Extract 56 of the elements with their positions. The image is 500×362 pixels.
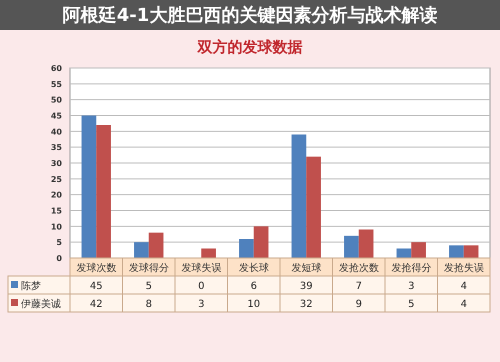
bar bbox=[358, 230, 374, 258]
bar bbox=[148, 232, 164, 258]
data-label: 3 bbox=[408, 281, 414, 292]
bar bbox=[201, 248, 216, 258]
x-tick-label: 发长球 bbox=[238, 262, 269, 274]
bar bbox=[396, 248, 412, 258]
x-tick-label: 发球失误 bbox=[181, 262, 222, 274]
data-label: 7 bbox=[356, 281, 362, 292]
data-label: 4 bbox=[460, 299, 467, 310]
data-label: 4 bbox=[460, 281, 467, 292]
legend-label: 伊藤美诚 bbox=[21, 298, 61, 310]
bar bbox=[464, 245, 478, 258]
data-label: 5 bbox=[408, 299, 414, 310]
y-tick-label: 40 bbox=[50, 127, 62, 136]
data-label: 0 bbox=[198, 281, 204, 292]
y-tick-label: 10 bbox=[50, 222, 62, 232]
chart-title: 双方的发球数据 bbox=[196, 38, 302, 56]
y-tick-label: 60 bbox=[50, 64, 62, 73]
bar bbox=[292, 134, 306, 258]
y-tick-label: 50 bbox=[50, 96, 62, 105]
text: 阿根廷4-1大胜巴西的关键因素分析与战术解读 bbox=[62, 5, 438, 26]
y-tick-label: 55 bbox=[50, 80, 62, 89]
x-tick-label: 发抢次数 bbox=[338, 262, 379, 274]
y-tick-label: 30 bbox=[50, 159, 62, 168]
data-label: 3 bbox=[198, 299, 204, 310]
data-label: 39 bbox=[300, 281, 313, 292]
bar bbox=[96, 125, 111, 258]
data-label: 10 bbox=[247, 299, 260, 310]
y-tick-label: 45 bbox=[50, 112, 62, 120]
legend-label: 陈梦 bbox=[21, 280, 41, 292]
bar bbox=[134, 242, 149, 258]
bar bbox=[82, 116, 96, 258]
bar bbox=[306, 156, 321, 258]
bar bbox=[254, 226, 268, 258]
data-label: 9 bbox=[356, 299, 362, 310]
bar bbox=[449, 245, 464, 258]
x-tick-label: 发抢失误 bbox=[444, 262, 484, 274]
data-label: 6 bbox=[250, 281, 257, 292]
y-tick-label: 0 bbox=[56, 254, 62, 263]
y-tick-label: 35 bbox=[50, 143, 62, 152]
bar bbox=[239, 239, 254, 258]
x-tick-label: 发抢得分 bbox=[391, 262, 432, 274]
y-tick-label: 15 bbox=[50, 206, 62, 216]
x-tick-label: 发球得分 bbox=[128, 262, 169, 274]
data-label: 32 bbox=[300, 299, 313, 310]
x-tick-label: 发球次数 bbox=[76, 262, 116, 274]
bar bbox=[411, 242, 426, 258]
data-label: 42 bbox=[90, 299, 103, 310]
data-label: 5 bbox=[146, 281, 152, 292]
y-tick-label: 20 bbox=[50, 190, 62, 200]
y-tick-label: 5 bbox=[56, 238, 62, 248]
bar bbox=[344, 236, 359, 258]
y-tick-label: 25 bbox=[50, 174, 62, 184]
data-label: 45 bbox=[90, 281, 103, 292]
x-tick-label: 发短球 bbox=[291, 262, 322, 274]
data-label: 8 bbox=[146, 299, 152, 310]
